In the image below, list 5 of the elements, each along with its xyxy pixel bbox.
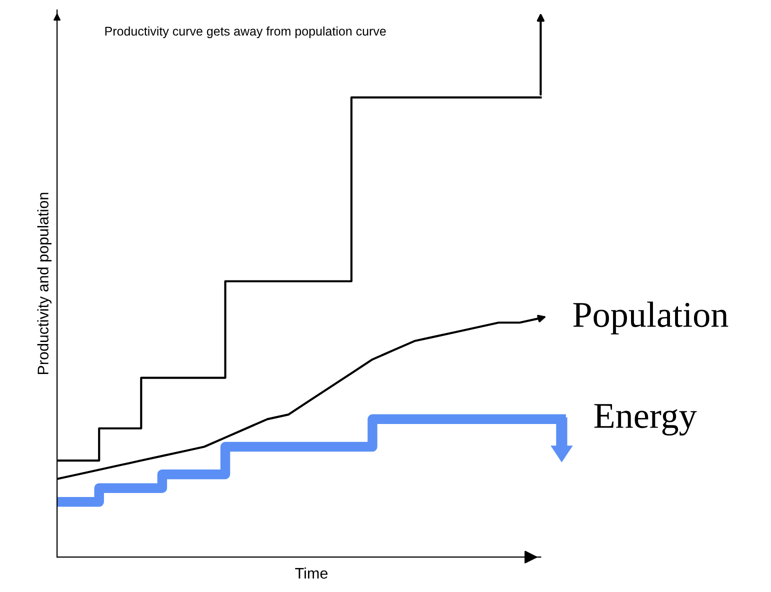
x-axis-title: Time (295, 567, 328, 579)
y-axis-title: Productivity and population (37, 192, 52, 374)
legend-label: Population (573, 302, 728, 334)
text: Productivity curve gets away from population curve (105, 26, 386, 38)
legend-label: Energy (594, 404, 697, 436)
